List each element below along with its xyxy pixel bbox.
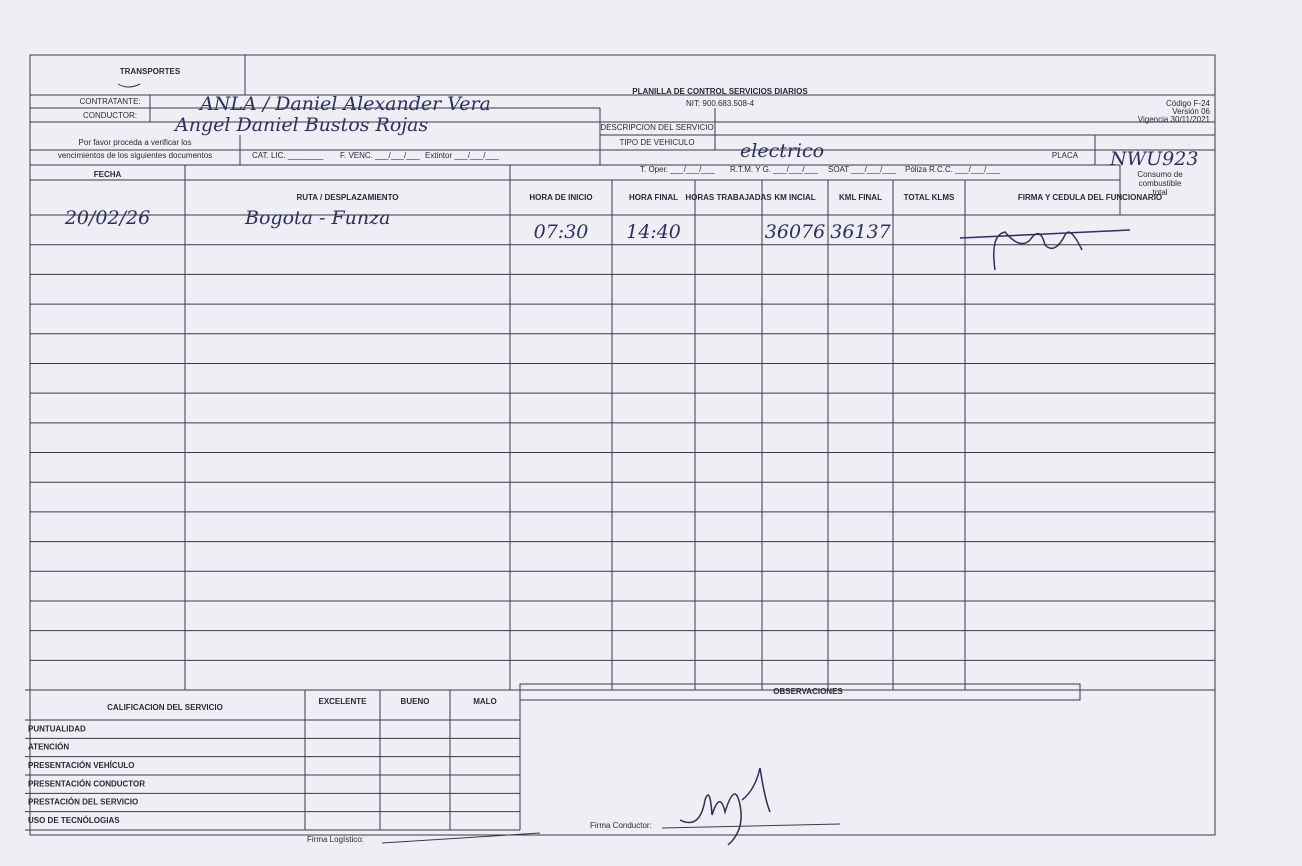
rating-criterion: USO DE TECNÓLOGIAS [28, 816, 120, 825]
rule [381, 832, 541, 844]
rating-level: EXCELENTE [318, 697, 367, 706]
document-check: Póliza R.C.C. ___/___/___ [905, 165, 1000, 174]
document-check: R.T.M. Y G. ___/___/___ [730, 165, 818, 174]
field-label: CONDUCTOR: [83, 111, 137, 120]
rating-criterion: PRESENTACIÓN VEHÍCULO [28, 761, 135, 770]
field-label: PLACA [1052, 151, 1079, 160]
cell-value: 36137 [830, 221, 891, 243]
doc-code: Vigencia 30/11/2021 [1138, 115, 1211, 124]
column-header: KML FINAL [839, 193, 882, 202]
cell-value: 20/02/26 [64, 207, 150, 229]
note: Por favor proceda a verificar los [79, 138, 192, 147]
form-border [29, 54, 1216, 836]
nit: NIT: 900.683.508-4 [686, 99, 755, 108]
cell-value: 36076 [765, 221, 825, 243]
handwritten-value: electrico [740, 140, 824, 162]
cell-value: 14:40 [626, 221, 681, 243]
handwritten-value: Angel Daniel Bustos Rojas [173, 114, 428, 136]
field-label: Consumo de [1137, 170, 1183, 179]
cell-value: 07:30 [534, 221, 589, 243]
rating-criterion: PRESENTACIÓN CONDUCTOR [28, 779, 145, 788]
field-label: total [1152, 188, 1167, 197]
field-label: DESCRIPCION DEL SERVICIO [600, 123, 713, 132]
column-header: HORAS TRABAJADAS [685, 193, 772, 202]
rating-criterion: PRESTACIÓN DEL SERVICIO [28, 798, 138, 807]
column-header: KM INCIAL [774, 193, 815, 202]
field-label: CONTRATANTE: [79, 97, 140, 106]
column-header: FECHA [94, 170, 122, 179]
handwritten-value: ANLA / Daniel Alexander Vera [198, 93, 491, 115]
official-signature [959, 229, 1131, 271]
rating-criterion: ATENCIÓN [28, 743, 69, 752]
document-check: T. Oper. ___/___/___ [640, 165, 715, 174]
handwritten-value: NWU923 [1109, 148, 1198, 170]
doc-code: Código F-24 [1166, 99, 1211, 108]
observations-box [519, 683, 1081, 701]
rating-criterion: PUNTUALIDAD [28, 724, 86, 733]
column-header: TOTAL KLMS [904, 193, 955, 202]
document-check: Extintor ___/___/___ [425, 151, 499, 160]
doc-code: Versión 06 [1172, 107, 1210, 116]
rating-level: BUENO [401, 697, 430, 706]
document-check: SOAT ___/___/___ [828, 165, 896, 174]
brand: TRANSPORTES [120, 67, 181, 76]
driver-signature [679, 767, 771, 846]
column-header: HORA DE INICIO [529, 193, 592, 202]
document-check: CAT. LIC. ________ [252, 151, 324, 160]
field-label: TIPO DE VEHICULO [619, 138, 694, 147]
observations-title: OBSERVACIONES [773, 687, 843, 696]
column-header: HORA FINAL [629, 193, 678, 202]
cell-value: Bogota - Funza [244, 207, 390, 229]
rating-title: CALIFICACION DEL SERVICIO [107, 703, 223, 712]
field-label: combustible [1139, 179, 1182, 188]
signature-label: Firma Conductor: [590, 821, 652, 830]
form-title: PLANILLA DE CONTROL SERVICIOS DIARIOS [632, 87, 808, 96]
column-header: RUTA / DESPLAZAMIENTO [296, 193, 398, 202]
rule [661, 823, 841, 829]
signature-label: Firma Logístico: [307, 835, 364, 844]
document-check: F. VENC. ___/___/___ [340, 151, 420, 160]
rating-level: MALO [473, 697, 497, 706]
brand-swoosh [117, 83, 141, 88]
note: vencimientos de los siguientes documento… [58, 151, 212, 160]
column-header: FIRMA Y CEDULA DEL FUNCIONARIO [1018, 193, 1162, 202]
